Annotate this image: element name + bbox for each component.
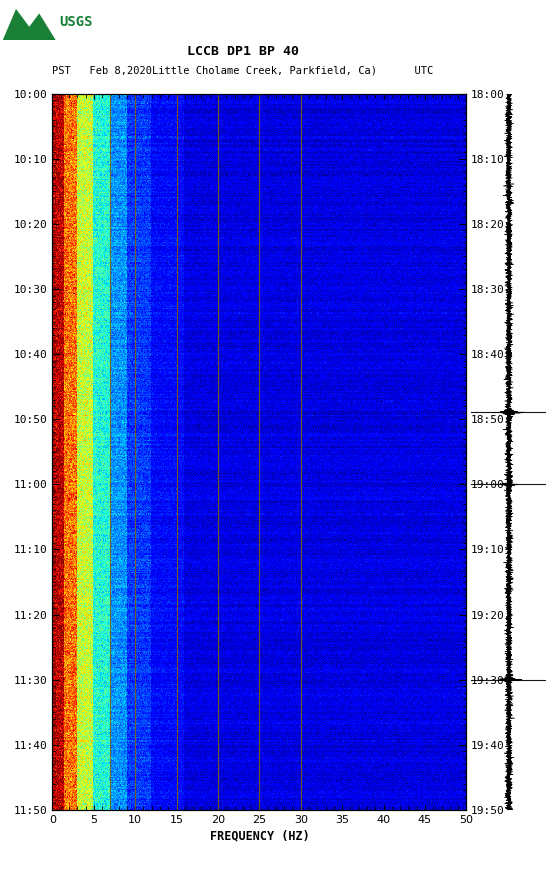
Text: PST   Feb 8,2020Little Cholame Creek, Parkfield, Ca)      UTC: PST Feb 8,2020Little Cholame Creek, Park… xyxy=(52,65,433,76)
Polygon shape xyxy=(3,9,56,40)
X-axis label: FREQUENCY (HZ): FREQUENCY (HZ) xyxy=(210,829,309,842)
Text: USGS: USGS xyxy=(59,15,93,29)
Text: LCCB DP1 BP 40: LCCB DP1 BP 40 xyxy=(187,45,299,58)
